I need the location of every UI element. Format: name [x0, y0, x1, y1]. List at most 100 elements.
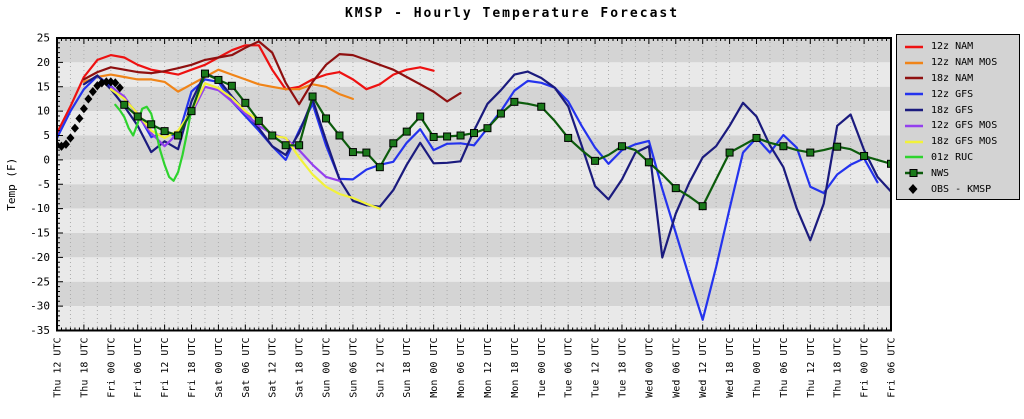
series-line-12z-gfs-mos	[109, 85, 341, 182]
x-tick-label: Thu 18 UTC	[79, 338, 90, 398]
obs-marker	[70, 123, 79, 133]
obs-marker	[102, 77, 111, 87]
nws-marker	[402, 127, 411, 136]
x-tick-label: Tue 06 UTC	[564, 338, 575, 398]
nws-marker	[214, 75, 223, 84]
legend-swatch-01z-ruc	[905, 156, 923, 159]
legend: 12z NAM 12z NAM MOS 18z NAM 12z GFS 18z GFS 1…	[896, 34, 1020, 200]
nws-marker	[644, 158, 653, 167]
nws-marker	[833, 142, 842, 151]
legend-item-nws: NWS	[903, 165, 1019, 181]
legend-swatch-18z-gfs	[905, 108, 923, 112]
obs-marker	[88, 87, 97, 97]
nws-marker	[496, 109, 505, 118]
y-tick-label: -25	[30, 275, 50, 288]
y-tick-label: -30	[30, 300, 50, 313]
obs-marker	[61, 139, 70, 149]
nws-marker	[443, 132, 452, 141]
nws-marker	[389, 139, 398, 148]
obs-marker	[115, 83, 124, 93]
x-tick-label: Sun 18 UTC	[402, 338, 413, 398]
nws-marker	[456, 131, 465, 140]
nws-marker	[281, 141, 290, 150]
x-tick-label: Sun 06 UTC	[348, 338, 359, 398]
x-tick-label: Wed 00 UTC	[644, 338, 655, 398]
nws-marker	[752, 133, 761, 142]
y-tick-label: -20	[30, 251, 50, 264]
legend-item-01z-ruc: 01z RUC	[903, 150, 1019, 166]
x-tick-label: Fri 06 UTC	[133, 338, 144, 398]
legend-label: 12z NAM MOS	[931, 57, 998, 69]
x-tick-label: Mon 06 UTC	[456, 338, 467, 398]
x-tick-label: Thu 00 UTC	[752, 338, 763, 398]
legend-swatch-18z-gfs-mos	[905, 140, 923, 143]
chart-title: KMSP - Hourly Temperature Forecast	[344, 6, 680, 21]
series-line-18z-nam	[82, 40, 462, 106]
y-tick-label: -10	[30, 202, 50, 215]
legend-item-18z-nam: 18z NAM	[903, 71, 1019, 87]
legend-swatch-12z-gfs	[905, 93, 923, 96]
legend-swatch-12z-gfs-mos	[905, 124, 923, 128]
legend-item-obs-kmsp: OBS - KMSP	[903, 181, 1019, 197]
legend-label: 12z GFS	[931, 88, 974, 100]
legend-label: 18z NAM	[931, 72, 974, 84]
nws-marker	[591, 156, 600, 165]
legend-item-12z-gfs-mos: 12z GFS MOS	[903, 118, 1019, 134]
y-tick-label: -15	[30, 227, 50, 240]
nws-marker	[160, 127, 169, 136]
x-tick-label: Tue 18 UTC	[617, 338, 628, 398]
nws-marker	[174, 131, 183, 140]
x-tick-label: Fri 00 UTC	[860, 338, 871, 398]
obs-marker	[106, 77, 115, 87]
legend-label: OBS - KMSP	[931, 183, 992, 195]
x-tick-label: Thu 06 UTC	[779, 338, 790, 398]
legend-item-12z-gfs: 12z GFS	[903, 86, 1019, 102]
legend-label: NWS	[931, 167, 950, 179]
nws-marker	[537, 102, 546, 111]
y-tick-label: 0	[43, 153, 50, 166]
obs-marker	[79, 104, 88, 114]
x-tick-label: Fri 12 UTC	[160, 338, 171, 398]
nws-marker	[147, 120, 156, 129]
x-tick-label: Thu 12 UTC	[806, 338, 817, 398]
x-tick-label: Mon 00 UTC	[429, 338, 440, 398]
x-tick-label: Wed 12 UTC	[698, 338, 709, 398]
nws-marker	[429, 132, 438, 141]
nws-marker	[227, 81, 236, 90]
x-tick-label: Thu 18 UTC	[833, 338, 844, 398]
series-line-12z-nam	[57, 44, 435, 135]
y-tick-label: -5	[37, 178, 50, 191]
x-tick-label: Fri 06 UTC	[887, 338, 898, 398]
obs-marker	[66, 133, 75, 143]
series-layer	[57, 40, 891, 321]
legend-swatch-18z-nam	[905, 77, 923, 80]
legend-label: 18z GFS MOS	[931, 136, 998, 148]
legend-swatch-12z-nam-mos	[905, 61, 923, 64]
x-tick-label: Sat 18 UTC	[295, 338, 306, 398]
legend-swatch-obs-kmsp	[908, 184, 918, 195]
plot-band	[57, 159, 891, 185]
nws-marker	[295, 141, 304, 150]
nws-marker	[254, 116, 263, 125]
nws-marker	[779, 142, 788, 151]
series-line-nws	[123, 72, 891, 208]
x-tick-label: Sat 12 UTC	[268, 338, 279, 398]
x-tick-label: Sat 06 UTC	[241, 338, 252, 398]
plot-band	[57, 184, 891, 209]
y-tick-label: 15	[37, 80, 50, 93]
nws-marker	[200, 69, 209, 78]
y-tick-label: 5	[43, 129, 50, 142]
x-tick-label: Sat 00 UTC	[214, 338, 225, 398]
legend-item-18z-gfs-mos: 18z GFS MOS	[903, 134, 1019, 150]
nws-marker	[725, 148, 734, 157]
x-tick-label: Wed 06 UTC	[671, 338, 682, 398]
nws-marker	[268, 131, 277, 140]
legend-label: 12z NAM	[931, 41, 974, 53]
plot-band	[57, 257, 891, 282]
nws-marker	[698, 202, 707, 211]
nws-marker	[510, 97, 519, 106]
x-tick-label: Sun 00 UTC	[322, 338, 333, 398]
y-tick-label: -35	[30, 324, 50, 337]
nws-marker	[348, 148, 357, 157]
nws-marker	[470, 129, 478, 138]
